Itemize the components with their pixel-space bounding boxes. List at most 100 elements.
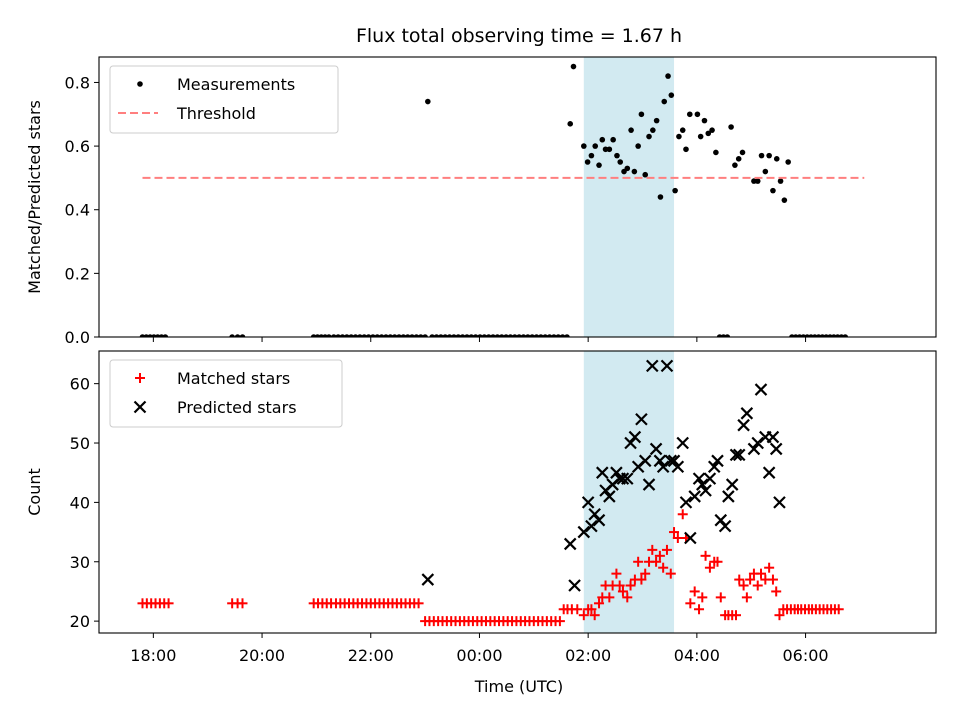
data-point: [770, 187, 776, 194]
data-point: [378, 334, 385, 337]
cross-b: [699, 484, 712, 497]
y-tick-label: 0.6: [65, 137, 90, 156]
data-point: [676, 133, 682, 140]
data-point: [330, 334, 337, 337]
legend: Measurements Threshold: [109, 65, 339, 134]
data-point: [622, 592, 633, 603]
data-point: [357, 334, 363, 337]
cross-b: [628, 430, 642, 444]
data-point: [636, 574, 647, 585]
data-point: [755, 568, 766, 579]
data-point: [546, 334, 553, 337]
data-point: [485, 334, 492, 337]
data-point: [732, 448, 746, 462]
cross-b: [725, 478, 739, 491]
data-point: [570, 63, 577, 70]
data-point: [628, 430, 642, 444]
data-point: [842, 334, 849, 337]
data-point: [740, 407, 754, 420]
cross-b: [649, 442, 663, 456]
data-point: [592, 513, 606, 527]
data-point: [672, 187, 678, 194]
data-point: [586, 604, 597, 615]
y-tick-label: 0.0: [65, 328, 90, 347]
data-point: [737, 418, 750, 432]
data-point: [758, 152, 765, 159]
cross-b: [703, 472, 717, 485]
cross-b: [671, 460, 685, 474]
data-point: [667, 454, 681, 468]
data-point: [538, 334, 544, 337]
data-point: [511, 334, 518, 337]
data-point: [413, 598, 424, 609]
observing-window-span: [583, 351, 675, 633]
data-point: [642, 478, 656, 491]
data-point: [490, 334, 496, 337]
cross-b: [754, 383, 768, 396]
legend-marker: [133, 400, 147, 414]
data-point: [745, 574, 756, 585]
data-point: [163, 598, 174, 609]
series-0: [139, 63, 849, 337]
legend-marker: [135, 373, 145, 383]
y-tick-label: 20: [70, 612, 90, 631]
data-point: [162, 334, 169, 337]
cross-b: [729, 448, 743, 462]
data-point: [339, 334, 346, 337]
data-point: [422, 334, 428, 337]
data-point: [603, 490, 616, 503]
data-point: [771, 586, 782, 597]
data-point: [660, 359, 674, 373]
data-point: [642, 171, 649, 178]
cross-b: [676, 436, 690, 450]
x-tick-label: 22:00: [348, 646, 394, 665]
data-point: [348, 334, 354, 337]
cross-b: [679, 496, 693, 509]
data-point: [699, 484, 712, 497]
data-point: [785, 159, 791, 165]
data-point: [754, 178, 761, 184]
data-point: [468, 334, 475, 337]
cross-b: [646, 359, 659, 373]
data-point: [503, 334, 509, 337]
data-point: [665, 568, 676, 579]
cross-b: [714, 513, 728, 527]
data-point: [697, 133, 704, 140]
cross-b: [642, 478, 656, 491]
cross-b: [664, 454, 678, 468]
data-point: [669, 527, 680, 538]
data-point: [677, 509, 688, 520]
data-point: [387, 334, 394, 337]
legend: Matched stars Predicted stars: [109, 359, 343, 428]
data-point: [734, 574, 745, 585]
data-point: [715, 592, 726, 603]
data-point: [653, 117, 660, 124]
cross-b: [581, 496, 595, 509]
data-point: [326, 334, 332, 337]
data-point: [529, 334, 535, 337]
data-point: [344, 334, 350, 337]
data-point: [696, 478, 709, 491]
data-point: [567, 121, 574, 127]
legend-entry: Matched stars: [177, 369, 290, 388]
data-point: [728, 124, 734, 130]
cross-b: [592, 513, 606, 527]
data-point: [685, 598, 696, 609]
data-point: [606, 146, 613, 153]
x-axis-label: Time (UTC): [474, 677, 563, 696]
data-point: [584, 159, 591, 165]
data-point: [611, 568, 622, 579]
data-point: [594, 598, 605, 609]
data-point: [459, 334, 466, 337]
data-point: [703, 472, 717, 485]
data-point: [739, 149, 746, 156]
data-point: [713, 149, 719, 156]
data-point: [624, 165, 631, 172]
y-tick-label: 40: [70, 493, 90, 512]
cross-b: [769, 442, 783, 456]
data-point: [654, 550, 665, 561]
cross-b: [773, 496, 786, 509]
data-point: [635, 412, 648, 426]
plot-area: [139, 63, 865, 337]
data-point: [429, 334, 435, 337]
